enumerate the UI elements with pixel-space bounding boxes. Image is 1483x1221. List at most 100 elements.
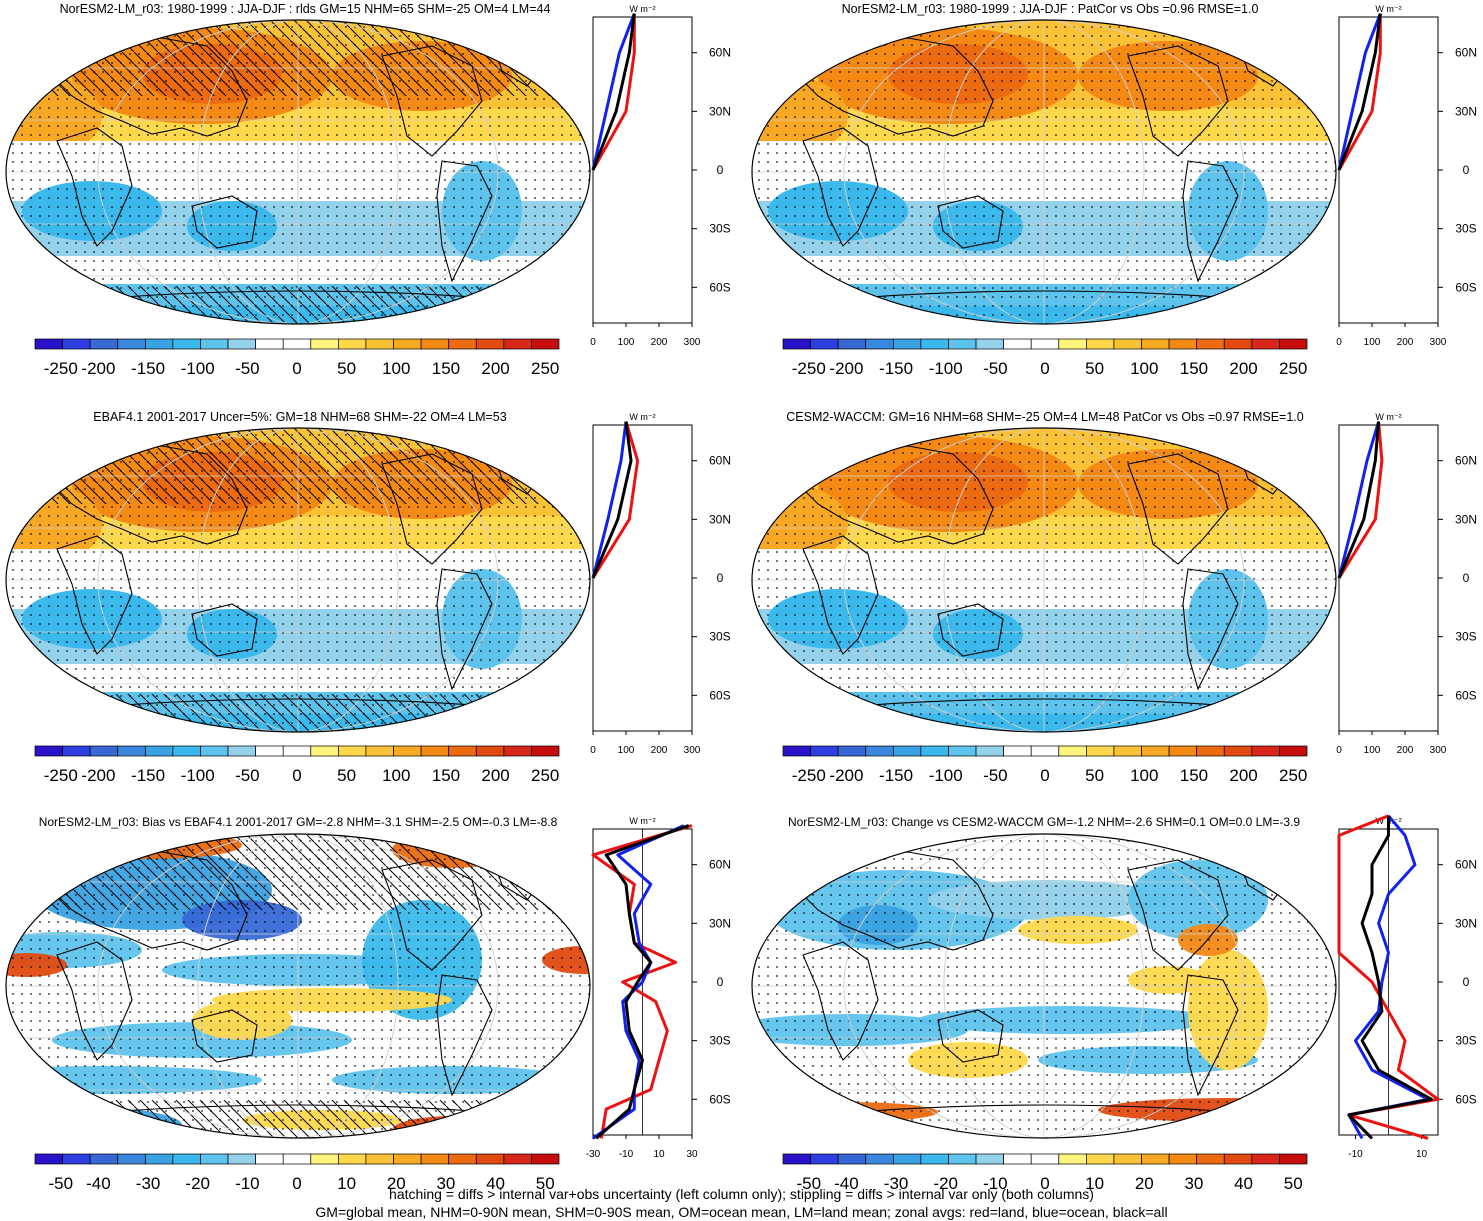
zonal-units-label: W m⁻² [1375,412,1401,422]
colorbar-tick-label: -40 [834,1174,859,1193]
colorbar-tick-label: 200 [481,359,509,378]
colorbar-swatch [338,338,367,350]
colorbar-tick-label: -250 [44,766,78,785]
colorbar-tick-label: -200 [81,766,115,785]
lat-tick-label: 30S [709,630,730,644]
coastline [56,941,133,1061]
colorbar: -50 -40 -30 -20 -10 0 10 20 30 40 50 [782,1153,1308,1193]
colorbar-tick-label: 50 [1085,766,1104,785]
x-tick-label: 100 [1364,745,1381,756]
coastline [381,859,483,971]
map-outline [5,427,591,733]
colorbar-tick-label: 250 [531,766,559,785]
zonal-line-all [1337,13,1382,171]
colorbar-tick-label: -30 [136,1174,161,1193]
coastline [41,445,248,545]
colorbar-tick-label: -150 [879,766,913,785]
zonal-line-land [1337,814,1440,1140]
colorbar-swatch [1113,1153,1142,1165]
colorbar-swatch [255,745,284,757]
x-tick-label: 200 [651,745,668,756]
zonal-line-land [591,13,636,171]
world-map [5,427,591,733]
colorbar-swatch [420,338,450,350]
coastline [41,37,248,137]
colorbar-tick-label: 0 [1040,1174,1049,1193]
colorbar-swatch [503,1153,532,1165]
lat-tick-label: 30N [709,104,731,118]
colorbar-swatch [1058,1153,1087,1165]
x-tick-label: 100 [1364,337,1381,348]
colorbar-swatch [172,745,201,757]
zonal-line-ocean [1337,13,1382,171]
zonal-plot-frame [592,424,693,732]
colorbar-swatch [892,1153,922,1165]
colorbar-tick-label: 200 [1229,359,1257,378]
colorbar-swatch [365,338,394,350]
colorbar-swatch [531,338,560,350]
zonal-mean-plot: W m⁻² 60N 30N 0 30S 60S 0 100 200 300 [590,412,731,756]
coastline [381,45,483,157]
graticule-meridian [843,428,1245,732]
graticule-meridian [97,834,499,1138]
colorbar-swatch [810,338,839,350]
colorbar-tick-label: 20 [1135,1174,1154,1193]
colorbar-tick-label: -250 [792,766,826,785]
lat-tick-label: 0 [1463,975,1470,989]
colorbar-tick-label: -100 [181,359,215,378]
colorbar-swatch [448,338,477,350]
footer-note-hatching: hatching = diffs > internal var+obs unce… [389,1186,1094,1202]
colorbar-tick-label: 150 [432,359,460,378]
x-tick-label: -10 [619,1149,634,1160]
colorbar-swatch [1251,338,1280,350]
colorbar-tick-label: 50 [1284,1174,1303,1193]
colorbar-swatch [475,338,505,350]
colorbar-swatch [1086,745,1115,757]
coastline [787,37,994,137]
colorbar-swatch [448,1153,477,1165]
colorbar-swatch [782,338,811,350]
zonal-mean-plot: W m⁻² 60N 30N 0 30S 60S 0 100 200 300 [1336,412,1477,756]
colorbar-tick-label: 50 [337,359,356,378]
x-tick-label: 300 [684,745,701,756]
colorbar-swatch [365,745,394,757]
panel-title: NorESM2-LM_r03: 1980-1999 : JJA-DJF : Pa… [841,2,1259,16]
zonal-units-label: W m⁻² [629,412,655,422]
colorbar-tick-label: 20 [387,1174,406,1193]
colorbar-tick-label: 40 [486,1174,505,1193]
colorbar-swatch [1113,338,1142,350]
colorbar-swatch [1003,745,1032,757]
colorbar-swatch [531,745,560,757]
colorbar-swatch [1279,745,1308,757]
colorbar-swatch [810,745,839,757]
coastline [937,603,1004,657]
coastline [1127,859,1229,971]
zonal-line-land [1337,13,1382,171]
colorbar-tick-label: 200 [1229,766,1257,785]
lat-tick-label: 30S [709,1034,730,1048]
colorbar-swatch [1141,745,1170,757]
colorbar-swatch [172,338,201,350]
colorbar-tick-label: 250 [1279,359,1307,378]
x-tick-label: -30 [586,1149,601,1160]
x-tick-label: 200 [1397,337,1414,348]
colorbar-swatch [948,338,977,350]
colorbar-tick-label: 0 [292,359,301,378]
colorbar-swatch [172,1153,201,1165]
colorbar-swatch [1251,1153,1280,1165]
colorbar-swatch [1003,338,1032,350]
colorbar-swatch [338,745,367,757]
lat-tick-label: 30N [709,512,731,526]
panel-title: NorESM2-LM_r03: Change vs CESM2-WACCM GM… [787,815,1301,829]
lat-tick-label: 30S [709,222,730,236]
colorbar-swatch [393,1153,422,1165]
colorbar-swatch [393,338,422,350]
colorbar-swatch [1251,745,1280,757]
lat-tick-label: 60S [1455,1092,1476,1106]
colorbar-swatch [920,1153,949,1165]
x-tick-label: 300 [1430,337,1447,348]
world-map [751,427,1337,733]
coastline [937,1009,1004,1063]
colorbar: -250 -200 -150 -100 -50 0 50 100 150 200 250 [34,745,560,785]
colorbar: -250 -200 -150 -100 -50 0 50 100 150 200 250 [782,745,1308,785]
